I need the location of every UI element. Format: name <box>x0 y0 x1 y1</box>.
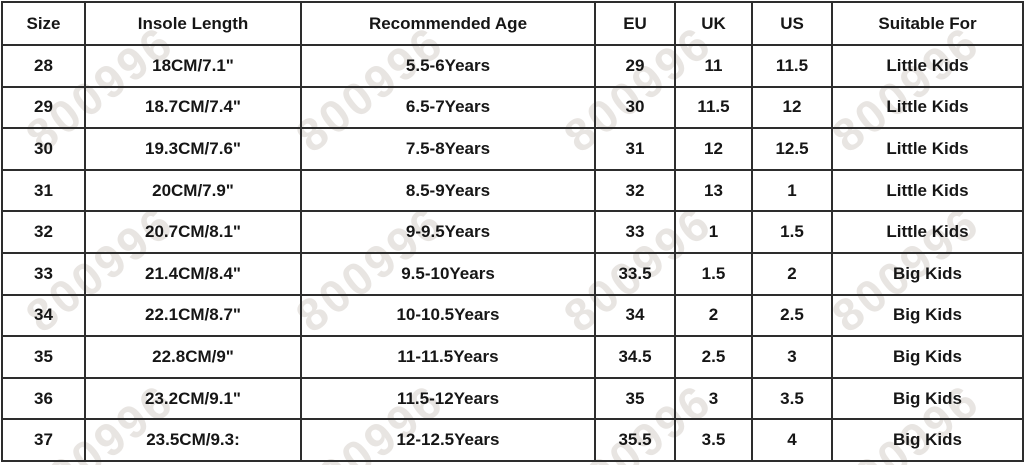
cell-recommended-age: 9.5-10Years <box>300 251 596 296</box>
column-header-recommended-age: Recommended Age <box>300 1 596 46</box>
cell-size: 30 <box>1 127 86 171</box>
cell-suitable-for: Big Kids <box>831 335 1024 379</box>
cell-recommended-age: 11.5-12Years <box>300 376 596 421</box>
cell-uk: 2 <box>674 293 753 338</box>
cell-insole-length: 22.8CM/9" <box>84 335 302 379</box>
table-row: 34 22.1CM/8.7" 10-10.5Years 34 2 2.5 Big… <box>1 293 1024 338</box>
cell-size: 36 <box>1 376 86 421</box>
cell-suitable-for: Big Kids <box>831 293 1024 338</box>
cell-uk: 1.5 <box>674 251 753 296</box>
cell-insole-length: 23.5CM/9.3: <box>84 418 302 462</box>
cell-uk: 2.5 <box>674 335 753 379</box>
cell-insole-length: 20.7CM/8.1" <box>84 210 302 254</box>
cell-insole-length: 21.4CM/8.4" <box>84 251 302 296</box>
table-row: 31 20CM/7.9" 8.5-9Years 32 13 1 Little K… <box>1 168 1024 213</box>
table-row: 32 20.7CM/8.1" 9-9.5Years 33 1 1.5 Littl… <box>1 210 1024 254</box>
table-row: 30 19.3CM/7.6" 7.5-8Years 31 12 12.5 Lit… <box>1 127 1024 171</box>
column-header-suitable-for: Suitable For <box>831 1 1024 46</box>
column-header-us: US <box>751 1 833 46</box>
cell-us: 12 <box>751 85 833 130</box>
cell-suitable-for: Big Kids <box>831 376 1024 421</box>
cell-insole-length: 22.1CM/8.7" <box>84 293 302 338</box>
column-header-uk: UK <box>674 1 753 46</box>
cell-eu: 34.5 <box>594 335 676 379</box>
cell-uk: 11.5 <box>674 85 753 130</box>
cell-size: 34 <box>1 293 86 338</box>
cell-size: 31 <box>1 168 86 213</box>
cell-uk: 12 <box>674 127 753 171</box>
cell-suitable-for: Little Kids <box>831 168 1024 213</box>
cell-size: 35 <box>1 335 86 379</box>
cell-recommended-age: 11-11.5Years <box>300 335 596 379</box>
cell-insole-length: 20CM/7.9" <box>84 168 302 213</box>
cell-suitable-for: Big Kids <box>831 418 1024 462</box>
cell-suitable-for: Little Kids <box>831 127 1024 171</box>
cell-eu: 30 <box>594 85 676 130</box>
cell-insole-length: 18CM/7.1" <box>84 44 302 88</box>
cell-suitable-for: Little Kids <box>831 44 1024 88</box>
cell-eu: 35.5 <box>594 418 676 462</box>
cell-uk: 13 <box>674 168 753 213</box>
column-header-eu: EU <box>594 1 676 46</box>
cell-insole-length: 23.2CM/9.1" <box>84 376 302 421</box>
cell-eu: 35 <box>594 376 676 421</box>
cell-us: 12.5 <box>751 127 833 171</box>
cell-eu: 29 <box>594 44 676 88</box>
table-row: 37 23.5CM/9.3: 12-12.5Years 35.5 3.5 4 B… <box>1 418 1024 462</box>
cell-us: 2 <box>751 251 833 296</box>
cell-size: 28 <box>1 44 86 88</box>
column-header-insole-length: Insole Length <box>84 1 302 46</box>
cell-us: 3 <box>751 335 833 379</box>
cell-eu: 31 <box>594 127 676 171</box>
cell-uk: 1 <box>674 210 753 254</box>
cell-eu: 34 <box>594 293 676 338</box>
cell-us: 1 <box>751 168 833 213</box>
cell-suitable-for: Big Kids <box>831 251 1024 296</box>
cell-size: 33 <box>1 251 86 296</box>
cell-us: 1.5 <box>751 210 833 254</box>
cell-suitable-for: Little Kids <box>831 85 1024 130</box>
cell-size: 32 <box>1 210 86 254</box>
table-row: 33 21.4CM/8.4" 9.5-10Years 33.5 1.5 2 Bi… <box>1 251 1024 296</box>
cell-us: 11.5 <box>751 44 833 88</box>
cell-insole-length: 18.7CM/7.4" <box>84 85 302 130</box>
cell-suitable-for: Little Kids <box>831 210 1024 254</box>
cell-recommended-age: 10-10.5Years <box>300 293 596 338</box>
table-row: 28 18CM/7.1" 5.5-6Years 29 11 11.5 Littl… <box>1 44 1024 88</box>
cell-uk: 3.5 <box>674 418 753 462</box>
cell-recommended-age: 12-12.5Years <box>300 418 596 462</box>
table-row: 36 23.2CM/9.1" 11.5-12Years 35 3 3.5 Big… <box>1 376 1024 421</box>
cell-eu: 33.5 <box>594 251 676 296</box>
column-header-size: Size <box>1 1 86 46</box>
table-row: 35 22.8CM/9" 11-11.5Years 34.5 2.5 3 Big… <box>1 335 1024 379</box>
cell-eu: 33 <box>594 210 676 254</box>
cell-recommended-age: 8.5-9Years <box>300 168 596 213</box>
cell-recommended-age: 6.5-7Years <box>300 85 596 130</box>
cell-eu: 32 <box>594 168 676 213</box>
cell-us: 2.5 <box>751 293 833 338</box>
cell-size: 37 <box>1 418 86 462</box>
cell-recommended-age: 5.5-6Years <box>300 44 596 88</box>
cell-us: 4 <box>751 418 833 462</box>
header-row: Size Insole Length Recommended Age EU UK… <box>1 1 1024 46</box>
cell-recommended-age: 9-9.5Years <box>300 210 596 254</box>
cell-insole-length: 19.3CM/7.6" <box>84 127 302 171</box>
table-row: 29 18.7CM/7.4" 6.5-7Years 30 11.5 12 Lit… <box>1 85 1024 130</box>
cell-size: 29 <box>1 85 86 130</box>
cell-us: 3.5 <box>751 376 833 421</box>
cell-uk: 11 <box>674 44 753 88</box>
cell-uk: 3 <box>674 376 753 421</box>
cell-recommended-age: 7.5-8Years <box>300 127 596 171</box>
